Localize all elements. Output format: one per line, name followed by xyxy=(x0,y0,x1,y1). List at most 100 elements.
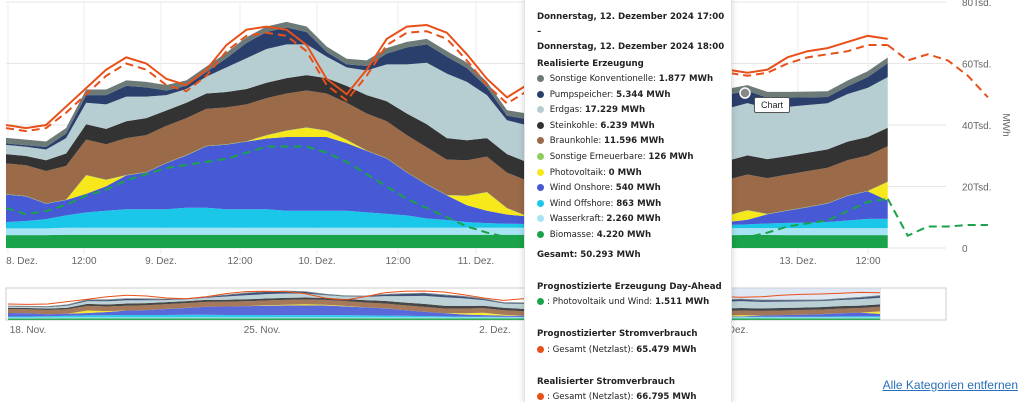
navigator-area xyxy=(8,297,880,313)
tooltip-row-generation: Sonstige Erneuerbare: 126 MWh xyxy=(537,152,694,162)
y-tick-label: 60Tsd. xyxy=(962,60,991,71)
tooltip-section-generation: Realisierte Erzeugung xyxy=(537,59,644,69)
tooltip-row-generation: Biomasse: 4.220 MWh xyxy=(537,230,651,240)
navigator-area xyxy=(8,317,880,319)
tooltip-row-generation: Wasserkraft: 2.260 MWh xyxy=(537,214,661,224)
tooltip-forecast-value: 65.479 MWh xyxy=(636,345,697,355)
tooltip-row-label: Pumpspeicher: xyxy=(547,89,617,100)
chart-context-label[interactable]: Chart xyxy=(754,97,791,113)
x-tick-label: 11. Dez. xyxy=(458,256,495,267)
tooltip-row-label: Wind Onshore: xyxy=(547,183,616,194)
line-forecast-tail xyxy=(887,44,989,99)
navigator-line xyxy=(7,290,881,305)
tooltip-row-label: Steinkohle: xyxy=(547,120,601,131)
legend-dot-icon xyxy=(537,121,544,129)
tooltip-row-label: Erdgas: xyxy=(547,105,585,116)
navigator-tick-label: 25. Nov. xyxy=(244,325,281,336)
tooltip-time: Donnerstag, 12. Dezember 2024 17:00 – Do… xyxy=(537,10,727,55)
navigator-tick-label: 18. Nov. xyxy=(10,325,47,336)
dayahead-legend-dot-icon xyxy=(537,298,544,305)
navigator-tick-label: 2. Dez. xyxy=(479,325,511,336)
tooltip-row-label: Wind Offshore: xyxy=(547,198,617,209)
area-sonstige-konventionelle xyxy=(6,21,888,148)
x-tick-label: 12:00 xyxy=(227,256,252,267)
tooltip-row-value: 17.229 MWh xyxy=(584,105,646,116)
legend-dot-icon xyxy=(537,90,544,98)
tooltip-time-start: Donnerstag, 12. Dezember 2024 17:00 – xyxy=(537,12,725,37)
tooltip-total-label: Gesamt xyxy=(537,250,574,260)
remove-all-categories-link[interactable]: Alle Kategorien entfernen xyxy=(882,378,1018,392)
area-wasserkraft xyxy=(6,227,888,236)
tooltip-row-generation: Steinkohle: 6.239 MWh xyxy=(537,121,655,131)
tooltip-row-actual-consumption: : Gesamt (Netzlast): 66.795 MWh xyxy=(537,392,697,402)
tooltip-row-forecast-consumption: : Gesamt (Netzlast): 65.479 MWh xyxy=(537,345,697,355)
x-tick-label: 9. Dez. xyxy=(145,256,177,267)
tooltip-row-label: Wasserkraft: xyxy=(547,214,607,225)
line-photovoltaik-und-wind xyxy=(5,145,888,245)
forecast-legend-dot-icon xyxy=(537,346,544,353)
actual-legend-dot-icon xyxy=(537,393,544,400)
legend-dot-icon xyxy=(537,137,544,145)
tooltip-row-value: 1.877 MWh xyxy=(658,74,714,84)
y-axis-label: MWh xyxy=(1000,113,1011,136)
tooltip-row-generation: Photovoltaik: 0 MWh xyxy=(537,168,642,178)
tooltip-total: Gesamt: 50.293 MWh xyxy=(537,250,641,260)
tooltip-row-value: 11.596 MWh xyxy=(604,136,665,147)
legend-dot-icon xyxy=(537,231,544,238)
y-tick-label: 0 xyxy=(962,244,968,255)
tooltip-row-label: Photovoltaik: xyxy=(547,167,609,178)
tooltip-row-generation: Erdgas: 17.229 MWh xyxy=(537,105,645,115)
legend-dot-icon xyxy=(537,199,544,207)
y-tick-label: 40Tsd. xyxy=(962,121,991,132)
tooltip-row-generation: Wind Offshore: 863 MWh xyxy=(537,199,661,209)
x-tick-label: 10. Dez. xyxy=(298,256,335,267)
navigator-area xyxy=(8,318,880,320)
navigator-area xyxy=(8,305,880,318)
tooltip-time-end: Donnerstag, 12. Dezember 2024 18:00 xyxy=(537,42,725,52)
x-tick-label: 12:00 xyxy=(385,256,410,267)
tooltip-row-value: 126 MWh xyxy=(648,152,694,162)
tooltip-row-value: 4.220 MWh xyxy=(596,230,652,240)
line-gesamt-netzlast-realisierter-stromverbrauch xyxy=(5,24,888,130)
tooltip-row-generation: Wind Onshore: 540 MWh xyxy=(537,183,661,193)
tooltip-row-value: 540 MWh xyxy=(615,183,661,194)
tooltip-section-actual-consumption: Realisierter Stromverbrauch xyxy=(537,377,676,387)
tooltip-section-forecast-consumption: Prognostizierter Stromverbrauch xyxy=(537,329,698,339)
tooltip-dayahead-value: 1.511 MWh xyxy=(654,297,710,307)
area-pumpspeicher xyxy=(6,27,888,150)
tooltip-row-generation: Pumpspeicher: 5.344 MWh xyxy=(537,90,670,100)
legend-dot-icon xyxy=(537,153,544,160)
legend-dot-icon xyxy=(537,168,544,176)
area-biomasse xyxy=(6,234,888,248)
tooltip-forecast-label: Gesamt (Netzlast) xyxy=(552,345,631,355)
tooltip-row-label: Sonstige Erneuerbare: xyxy=(547,152,649,162)
area-steinkohle xyxy=(6,75,888,188)
y-tick-label: 20Tsd. xyxy=(962,183,991,194)
navigator-tick-label: Dez. xyxy=(728,325,749,336)
tooltip-row-value: 863 MWh xyxy=(616,198,662,209)
x-tick-label: 12:00 xyxy=(855,256,880,267)
legend-dot-icon xyxy=(537,75,544,82)
navigator-area xyxy=(8,290,880,307)
tooltip-row-value: 6.239 MWh xyxy=(600,120,655,131)
legend-dot-icon xyxy=(537,215,544,223)
tooltip-row-value: 2.260 MWh xyxy=(606,214,661,225)
y-tick-label: 80Tsd. xyxy=(962,0,991,9)
chart-tooltip: Donnerstag, 12. Dezember 2024 17:00 – Do… xyxy=(524,0,732,402)
tooltip-row-label: Biomasse: xyxy=(547,230,597,240)
x-tick-label: 12:00 xyxy=(71,256,96,267)
line-wind-forecast-tail xyxy=(886,198,988,237)
tooltip-row-generation: Braunkohle: 11.596 MWh xyxy=(537,136,664,146)
tooltip-row-value: 0 MWh xyxy=(608,167,642,178)
hover-point-marker xyxy=(739,87,751,99)
x-tick-label: 8. Dez. xyxy=(6,256,38,267)
tooltip-row-value: 5.344 MWh xyxy=(616,89,671,100)
tooltip-dayahead-label: Photovoltaik und Wind xyxy=(552,297,650,307)
line-gesamt-netzlast-prognostizierter-stromverbrauch xyxy=(5,30,888,133)
tooltip-row-label: Braunkohle: xyxy=(547,136,604,147)
navigator-area xyxy=(8,291,880,308)
area-wind-onshore xyxy=(6,136,888,226)
x-tick-label: 13. Dez. xyxy=(779,256,816,267)
